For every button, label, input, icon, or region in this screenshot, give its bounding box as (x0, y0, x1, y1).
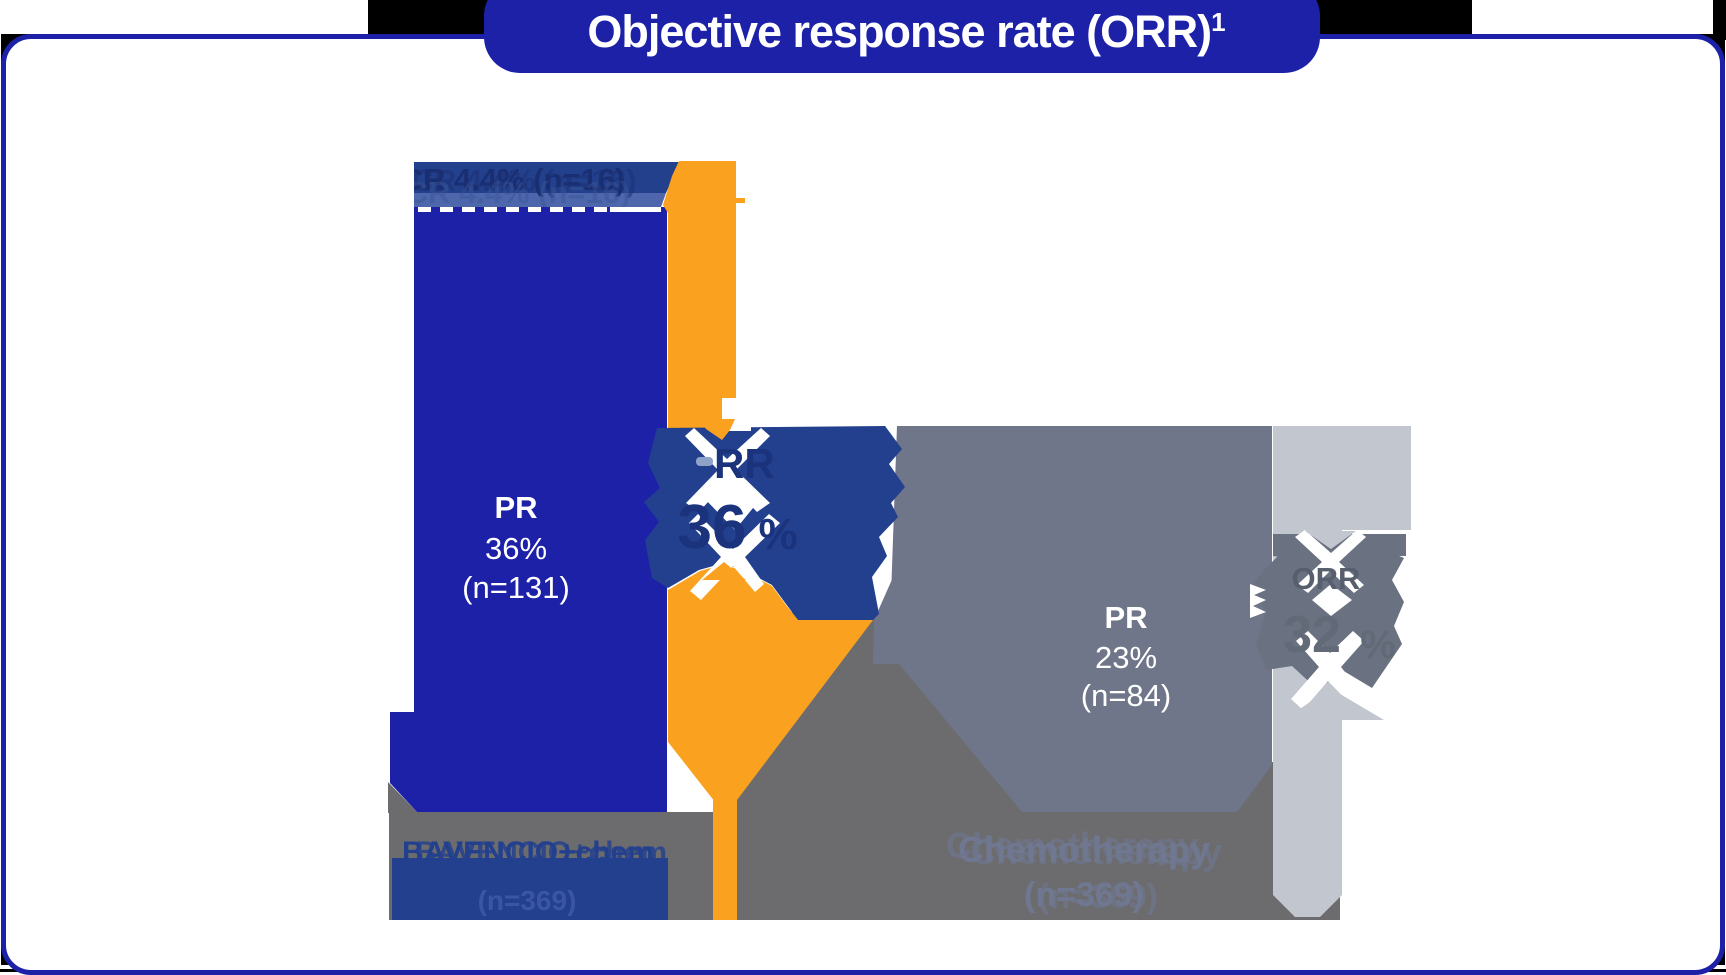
svg-text:%: % (758, 510, 797, 559)
svg-text:23%: 23% (1095, 640, 1157, 675)
svg-text:36%: 36% (485, 531, 547, 566)
svg-text:PR: PR (494, 490, 537, 525)
svg-text:(n=369): (n=369) (1038, 878, 1158, 916)
svg-text:RR: RR (714, 440, 775, 487)
svg-text:%: % (1360, 623, 1396, 667)
svg-text:32: 32 (1283, 606, 1341, 664)
svg-text:CR 4.4% (n=16): CR 4.4% (n=16) (406, 175, 631, 210)
svg-text:PR: PR (1104, 600, 1147, 635)
svg-text:(n=369): (n=369) (478, 885, 577, 916)
svg-text:ORR: ORR (1292, 561, 1361, 596)
svg-text:(n=369): (n=369) (1024, 876, 1144, 914)
svg-text:(n=84): (n=84) (1081, 678, 1171, 713)
svg-text:Chemotherapy: Chemotherapy (946, 825, 1198, 866)
svg-text:(n=131): (n=131) (462, 570, 570, 605)
svg-text:CR 4.4% (n=16): CR 4.4% (n=16) (401, 162, 626, 197)
svg-text:36: 36 (678, 493, 747, 562)
svg-text:Chemotherapy: Chemotherapy (970, 831, 1222, 872)
svg-text:Chemotherapy: Chemotherapy (958, 829, 1210, 870)
svg-text:CR 4.4% (n=16): CR 4.4% (n=16) (412, 163, 637, 198)
